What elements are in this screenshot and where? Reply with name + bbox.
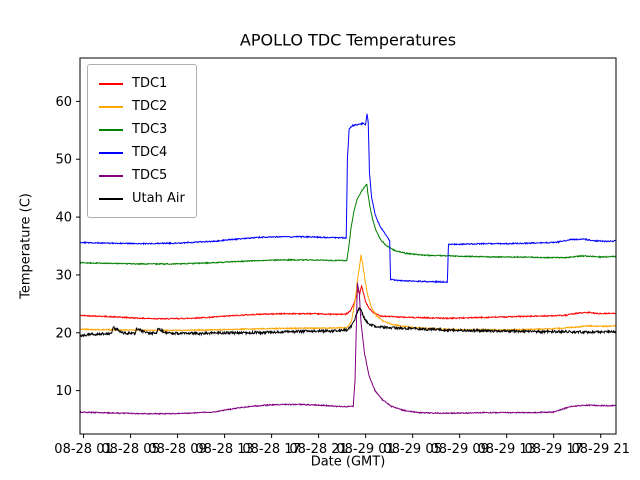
x-tick-label: 08-29 13 [477, 442, 535, 457]
series-line-tdc5 [79, 282, 617, 416]
x-tick-label: 08-28 17 [242, 442, 300, 457]
x-tick-label: 08-29 21 [571, 442, 629, 457]
legend-label-tdc1: TDC1 [132, 76, 168, 91]
x-tick-label: 08-28 21 [289, 442, 347, 457]
legend-label-tdc3: TDC3 [132, 122, 168, 137]
legend-label-tdc4: TDC4 [132, 145, 168, 160]
legend-entry-tdc4: TDC4 [99, 141, 185, 164]
y-tick-label: 10 [55, 384, 72, 399]
x-tick-label: 08-28 09 [148, 442, 206, 457]
x-axis-label: Date (GMT) [310, 454, 386, 470]
series-line-tdc3 [79, 183, 617, 266]
legend: TDC1 TDC2 TDC3 TDC4 TDC5 Utah Air [87, 64, 197, 218]
x-tick-label: 08-29 01 [336, 442, 394, 457]
legend-entry-utah-air: Utah Air [99, 187, 185, 210]
legend-label-tdc5: TDC5 [132, 168, 168, 183]
y-tick-label: 50 [55, 153, 72, 168]
y-tick-label: 60 [55, 95, 72, 110]
x-tick-label: 08-28 13 [195, 442, 253, 457]
utah-air-line-swatch [99, 197, 123, 200]
tdc3-line-swatch [99, 128, 123, 131]
legend-entry-tdc5: TDC5 [99, 164, 185, 187]
x-tick-label: 08-29 09 [430, 442, 488, 457]
tdc4-line-swatch [99, 151, 123, 154]
series-line-tdc4 [79, 113, 617, 285]
y-tick-label: 30 [55, 268, 72, 283]
legend-entry-tdc2: TDC2 [99, 95, 185, 118]
tdc5-line-swatch [99, 174, 123, 177]
chart-title: APOLLO TDC Temperatures [239, 30, 457, 50]
x-tick-label: 08-28 05 [101, 442, 159, 457]
tdc2-line-swatch [99, 105, 123, 108]
y-tick-label: 40 [55, 211, 72, 226]
legend-label-tdc2: TDC2 [132, 99, 168, 114]
series-line-utah-air [79, 307, 617, 338]
y-tick-label: 20 [55, 326, 72, 341]
axes-frame [79, 57, 617, 435]
tdc1-line-swatch [99, 82, 123, 85]
series-line-tdc1 [79, 284, 617, 320]
series-lines [79, 113, 617, 416]
legend-entry-tdc1: TDC1 [99, 72, 185, 95]
series-line-tdc2 [79, 254, 617, 332]
y-axis-label: Temperature (C) [18, 193, 34, 299]
legend-entry-tdc3: TDC3 [99, 118, 185, 141]
y-axis-ticks: 10 20 30 40 50 60 [55, 95, 80, 399]
legend-label-utah-air: Utah Air [132, 191, 185, 206]
x-tick-label: 08-29 17 [524, 442, 582, 457]
x-tick-label: 08-28 01 [54, 442, 112, 457]
x-tick-label: 08-29 05 [383, 442, 441, 457]
